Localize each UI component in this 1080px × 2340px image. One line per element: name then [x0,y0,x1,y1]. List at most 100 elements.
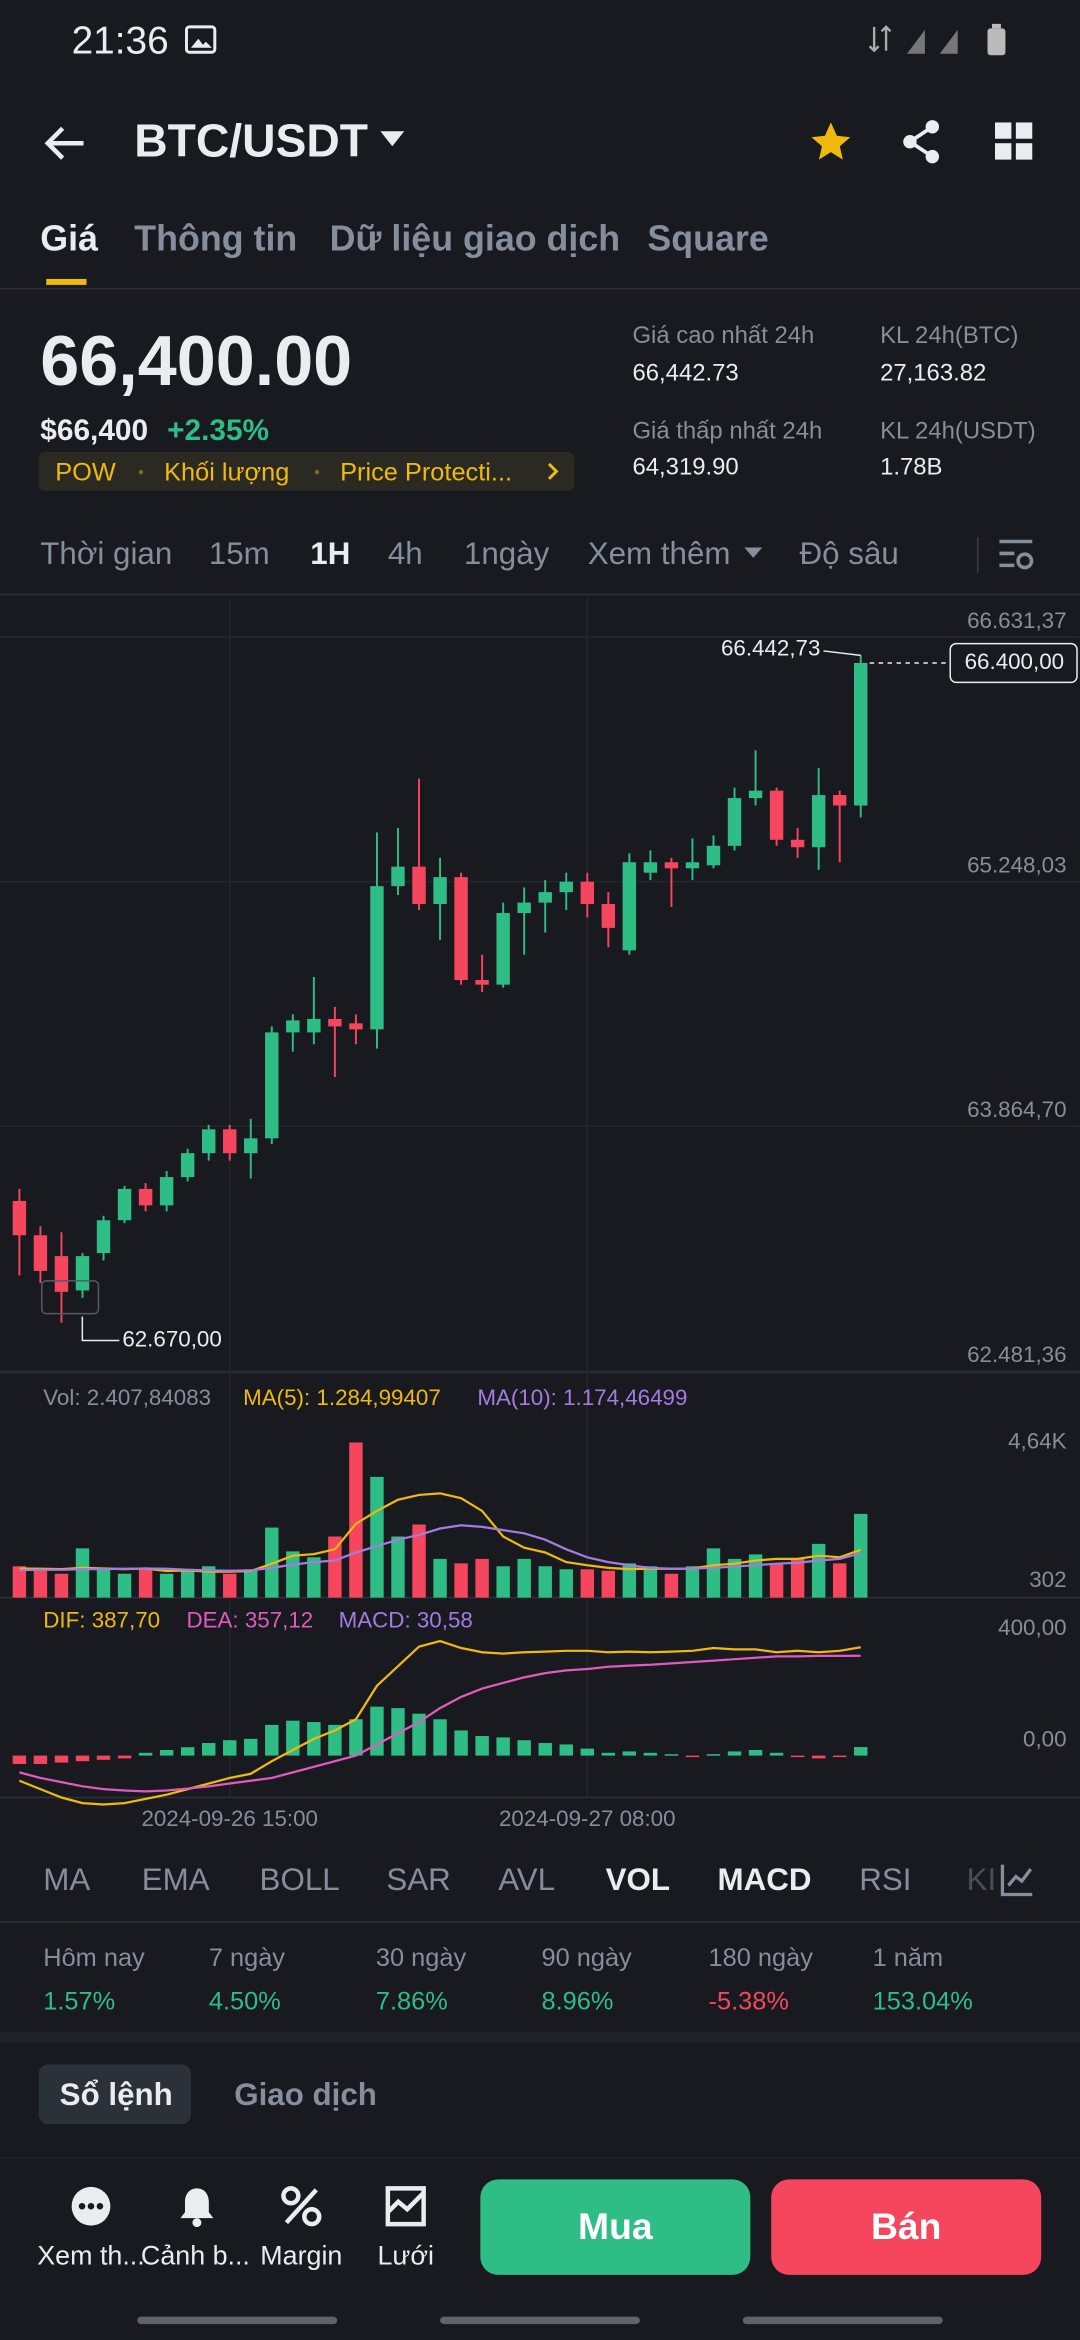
last-price-label: 66.400,00 [965,649,1064,674]
gesture-bar [137,2316,338,2325]
candle-body [391,866,405,887]
indicator-active[interactable]: MACD [717,1863,812,1898]
stat-label: KL 24h(USDT) [880,419,1036,445]
macd-bar [832,1755,847,1758]
candle-body [664,862,679,869]
interval[interactable]: Thời gian [40,537,173,572]
macd-bar [54,1755,69,1763]
indicator[interactable]: KI [966,1863,997,1898]
divider [977,537,979,573]
candle-body [159,1177,174,1206]
stat-label: Giá cao nhất 24h [632,323,815,350]
macd-bar [349,1719,363,1756]
interval[interactable]: 1ngày [463,537,550,572]
candle-body [328,1018,342,1027]
stat-value: 27,163.82 [880,360,987,387]
tag: Price Protecti... [340,457,513,487]
macd-bar [601,1752,616,1756]
nav-label[interactable]: Margin [260,2240,343,2271]
sell-button[interactable]: Bán [771,2179,1042,2275]
candle-body [286,1020,300,1033]
volume-bar [517,1558,531,1598]
interval[interactable]: 15m [208,537,270,572]
volume-bar [454,1563,468,1598]
macd-bar [180,1747,195,1756]
stat-label: Giá thấp nhất 24h [632,419,823,445]
nav-label[interactable]: Lưới [377,2240,434,2271]
more-icon[interactable] [70,2185,112,2227]
tab[interactable]: Giá [40,219,98,260]
tag-bar[interactable] [38,451,575,491]
tag-separator [314,469,320,475]
indicator[interactable]: RSI [859,1863,912,1898]
macd-bar [496,1737,510,1756]
chart-settings[interactable] [998,537,1037,573]
volume-bar [117,1573,132,1598]
interval[interactable]: Xem thêm [587,537,731,572]
interval-active[interactable]: 1H [310,537,351,572]
macd-bar [664,1754,679,1756]
performance-label: 90 ngày [541,1943,632,1973]
candle-body [727,798,742,846]
macd-bar [559,1744,573,1756]
margin-icon[interactable] [280,2185,322,2227]
low-marker-box [41,1280,100,1315]
candle-body [517,902,531,914]
interval[interactable]: Độ sâu [799,537,899,572]
macd-bar [475,1736,489,1756]
pair-dropdown[interactable] [379,130,406,148]
volume-bar [201,1566,216,1598]
indicator[interactable]: BOLL [259,1863,340,1898]
volume-bar [790,1558,805,1598]
macd-bar [538,1743,552,1756]
tab[interactable]: Thông tin [134,219,298,260]
macd-bar [517,1740,531,1756]
tab[interactable]: Square [647,219,769,260]
indicator[interactable]: SAR [386,1863,451,1898]
volume-bar [832,1563,847,1598]
indicator[interactable]: AVL [498,1863,556,1898]
macd-bar [75,1755,90,1762]
candle-body [117,1188,132,1221]
panel-title: MACD: 30,58 [339,1607,473,1632]
indicator-active[interactable]: VOL [605,1863,671,1898]
tab[interactable]: Dữ liệu giao dịch [329,219,621,260]
pair-title[interactable]: BTC/USDT [134,114,369,168]
high-label: 66.442,73 [721,635,820,660]
nav-label[interactable]: Cảnh b... [140,2240,250,2271]
legend-entry: DIF: 387,70 [43,1607,160,1632]
macd-bar [433,1719,447,1756]
book-tab[interactable]: Sổ lệnh [59,2077,173,2113]
macd-bar [727,1751,742,1756]
grid-icon[interactable] [385,2185,427,2227]
volume-bar [559,1569,573,1598]
macd-bar [769,1752,784,1756]
x-tick-label: 2024-09-26 15:00 [141,1806,318,1831]
candle-body [349,1023,363,1030]
divider [0,287,1080,290]
volume-bar [223,1573,237,1598]
indicator-settings[interactable] [999,1861,1036,1898]
book-tab[interactable]: Giao dịch [234,2077,377,2113]
nav-label[interactable]: Xem th... [37,2240,145,2271]
candle-body [75,1256,90,1291]
y-tick-label: 302 [1029,1567,1066,1592]
volume-bar [643,1566,658,1598]
more-caret [744,547,763,558]
macd-bar [854,1747,868,1756]
y-tick-label: 66.631,37 [967,608,1066,633]
indicator[interactable]: EMA [141,1863,210,1898]
candle-body [559,881,573,893]
alert-icon[interactable] [176,2185,218,2228]
tab-chip[interactable] [38,2064,191,2125]
interval[interactable]: 4h [387,537,423,572]
back-button[interactable] [42,122,90,164]
layout-button[interactable] [994,122,1034,161]
last-price: 66,400.00 [40,320,353,400]
macd-bar [223,1740,237,1756]
favorite-star[interactable] [809,119,854,164]
indicator[interactable]: MA [43,1863,91,1898]
share-button[interactable] [901,119,943,164]
legend-entry: MA(10): 1.174,46499 [477,1385,687,1410]
buy-button[interactable]: Mua [480,2179,751,2275]
